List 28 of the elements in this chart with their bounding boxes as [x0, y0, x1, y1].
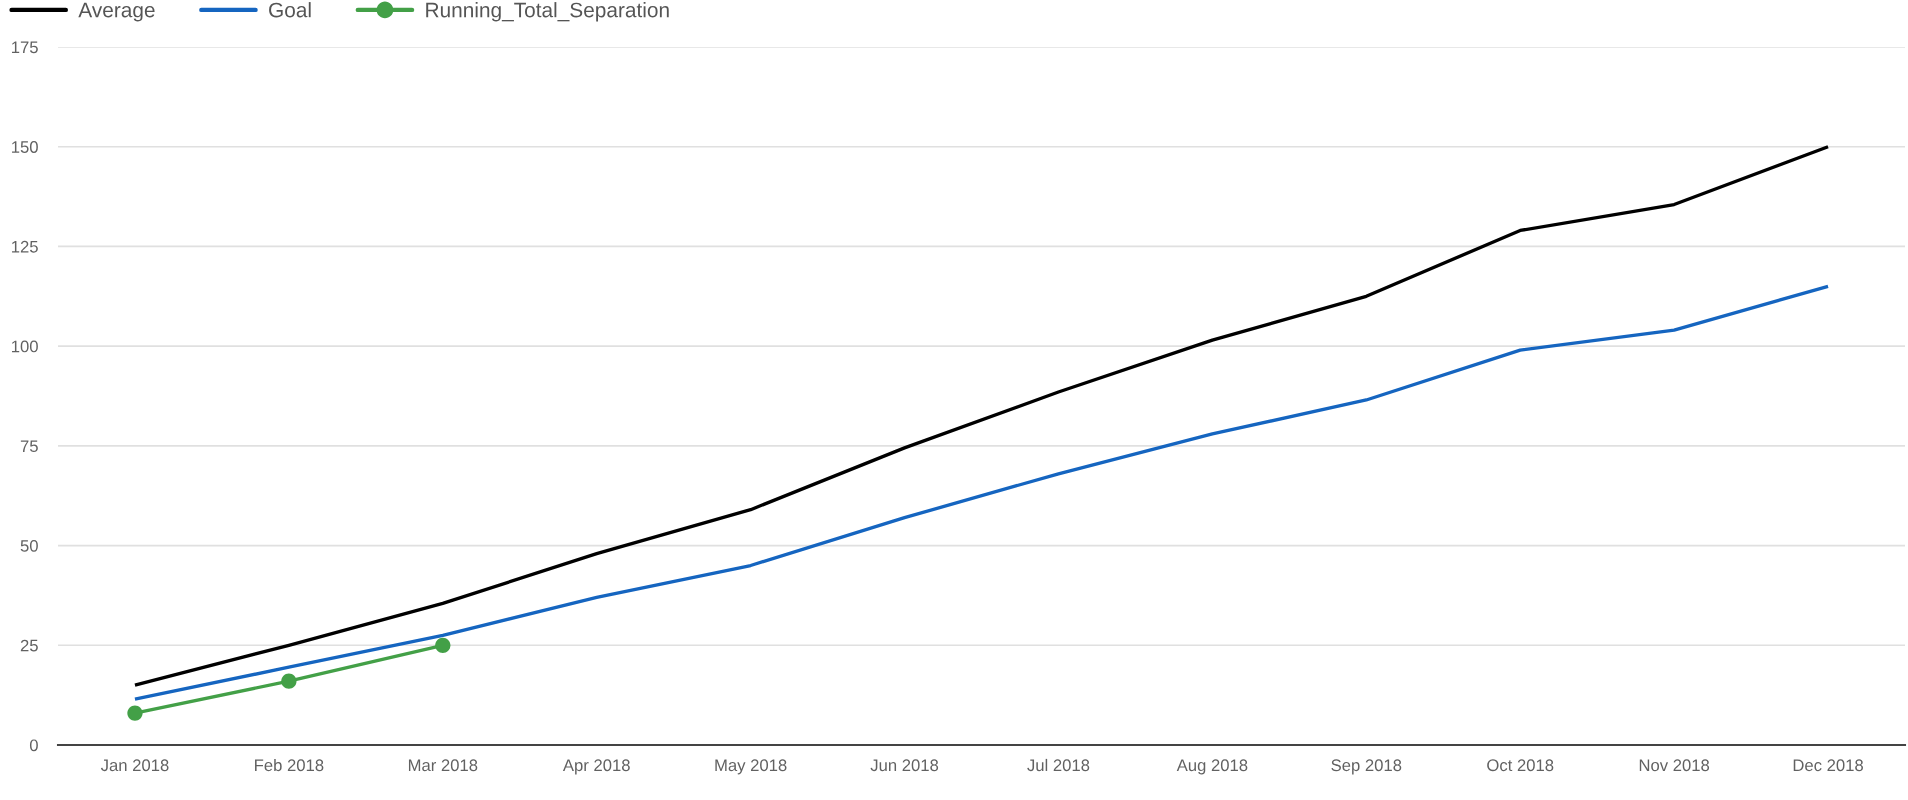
y-tick-label: 175 [12, 41, 38, 54]
y-tick-label: 150 [12, 141, 38, 153]
legend-label: Running_Total_Separation [426, 2, 669, 22]
y-tick-label: 0 [29, 739, 38, 752]
line-series [133, 284, 1830, 701]
x-tick-label: Mar 2018 [408, 759, 478, 772]
x-tick-label: Feb 2018 [255, 758, 324, 772]
x-tick-label: Nov 2018 [1639, 759, 1710, 772]
x-tick-label: May 2018 [715, 759, 787, 775]
y-tick-label: 50 [20, 539, 38, 552]
y-tick-label: 75 [20, 440, 38, 453]
point [435, 637, 451, 653]
y-tick-label: 125 [12, 240, 38, 253]
x-tick-label: Jul 2018 [1027, 758, 1090, 772]
y-tick-label: 25 [20, 639, 38, 652]
y-tick-label: 100 [12, 340, 38, 353]
x-tick-label: Dec 2018 [1793, 759, 1863, 772]
line-series [133, 145, 1830, 687]
legend-label: Average [78, 2, 155, 22]
x-tick-label: Oct 2018 [1487, 759, 1554, 772]
point [127, 705, 143, 721]
x-tick-label: Jun 2018 [870, 759, 939, 772]
point [281, 673, 297, 689]
legend-label: Goal [269, 2, 311, 18]
x-tick-label: Apr 2018 [562, 759, 630, 775]
x-tick-label: Aug 2018 [1176, 759, 1248, 775]
x-tick-label: Jan 2018 [100, 759, 169, 772]
x-tick-label: Sep 2018 [1331, 759, 1402, 775]
